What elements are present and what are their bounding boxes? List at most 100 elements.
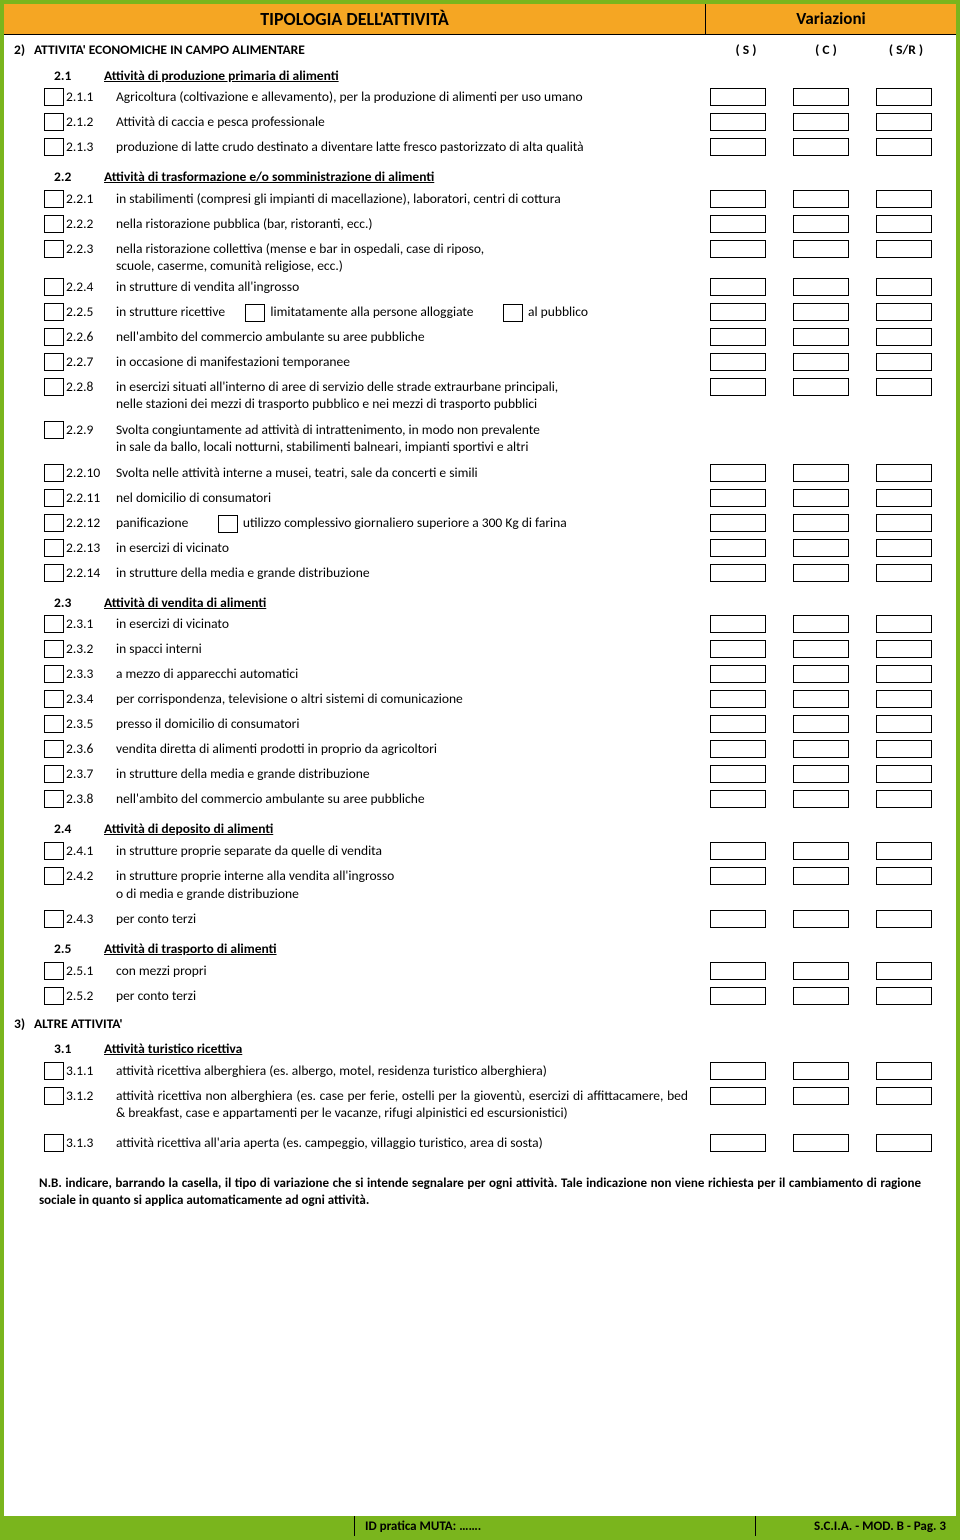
var-sr[interactable] xyxy=(876,378,932,396)
var-s[interactable] xyxy=(710,489,766,507)
var-sr[interactable] xyxy=(876,564,932,582)
var-c[interactable] xyxy=(793,615,849,633)
checkbox[interactable] xyxy=(44,715,64,733)
var-c[interactable] xyxy=(793,539,849,557)
var-s[interactable] xyxy=(710,539,766,557)
var-s[interactable] xyxy=(710,88,766,106)
var-sr[interactable] xyxy=(876,328,932,346)
var-s[interactable] xyxy=(710,328,766,346)
checkbox[interactable] xyxy=(44,215,64,233)
var-s[interactable] xyxy=(710,715,766,733)
checkbox[interactable] xyxy=(44,539,64,557)
var-sr[interactable] xyxy=(876,615,932,633)
var-sr[interactable] xyxy=(876,215,932,233)
var-c[interactable] xyxy=(793,378,849,396)
checkbox[interactable] xyxy=(44,790,64,808)
var-s[interactable] xyxy=(710,740,766,758)
var-sr[interactable] xyxy=(876,464,932,482)
var-c[interactable] xyxy=(793,328,849,346)
checkbox[interactable] xyxy=(44,1134,64,1152)
var-c[interactable] xyxy=(793,1062,849,1080)
var-c[interactable] xyxy=(793,842,849,860)
var-s[interactable] xyxy=(710,765,766,783)
var-s[interactable] xyxy=(710,464,766,482)
var-s[interactable] xyxy=(710,353,766,371)
var-sr[interactable] xyxy=(876,303,932,321)
checkbox[interactable] xyxy=(44,88,64,106)
var-c[interactable] xyxy=(793,690,849,708)
checkbox[interactable] xyxy=(44,615,64,633)
var-sr[interactable] xyxy=(876,790,932,808)
var-c[interactable] xyxy=(793,640,849,658)
var-c[interactable] xyxy=(793,1134,849,1152)
var-sr[interactable] xyxy=(876,665,932,683)
var-s[interactable] xyxy=(710,138,766,156)
checkbox-farina[interactable] xyxy=(218,515,238,533)
checkbox-pubblico[interactable] xyxy=(503,304,523,322)
var-s[interactable] xyxy=(710,690,766,708)
var-sr[interactable] xyxy=(876,353,932,371)
checkbox[interactable] xyxy=(44,690,64,708)
var-c[interactable] xyxy=(793,790,849,808)
var-c[interactable] xyxy=(793,740,849,758)
checkbox[interactable] xyxy=(44,190,64,208)
checkbox[interactable] xyxy=(44,1087,64,1105)
var-c[interactable] xyxy=(793,867,849,885)
var-sr[interactable] xyxy=(876,962,932,980)
var-c[interactable] xyxy=(793,665,849,683)
checkbox[interactable] xyxy=(44,378,64,396)
var-sr[interactable] xyxy=(876,1134,932,1152)
var-s[interactable] xyxy=(710,564,766,582)
var-c[interactable] xyxy=(793,1087,849,1105)
var-c[interactable] xyxy=(793,113,849,131)
var-s[interactable] xyxy=(710,987,766,1005)
var-s[interactable] xyxy=(710,190,766,208)
checkbox[interactable] xyxy=(44,867,64,885)
var-sr[interactable] xyxy=(876,910,932,928)
checkbox[interactable] xyxy=(44,962,64,980)
var-sr[interactable] xyxy=(876,514,932,532)
var-c[interactable] xyxy=(793,190,849,208)
var-s[interactable] xyxy=(710,665,766,683)
var-s[interactable] xyxy=(710,1087,766,1105)
var-c[interactable] xyxy=(793,514,849,532)
var-s[interactable] xyxy=(710,303,766,321)
var-sr[interactable] xyxy=(876,715,932,733)
var-s[interactable] xyxy=(710,790,766,808)
var-c[interactable] xyxy=(793,987,849,1005)
checkbox[interactable] xyxy=(44,564,64,582)
checkbox[interactable] xyxy=(44,421,64,439)
checkbox[interactable] xyxy=(44,640,64,658)
var-sr[interactable] xyxy=(876,113,932,131)
var-c[interactable] xyxy=(793,910,849,928)
checkbox[interactable] xyxy=(44,278,64,296)
checkbox[interactable] xyxy=(44,765,64,783)
checkbox[interactable] xyxy=(44,1062,64,1080)
var-sr[interactable] xyxy=(876,765,932,783)
checkbox[interactable] xyxy=(44,303,64,321)
var-sr[interactable] xyxy=(876,190,932,208)
var-s[interactable] xyxy=(710,278,766,296)
var-c[interactable] xyxy=(793,715,849,733)
var-c[interactable] xyxy=(793,215,849,233)
checkbox[interactable] xyxy=(44,842,64,860)
var-sr[interactable] xyxy=(876,539,932,557)
var-s[interactable] xyxy=(710,215,766,233)
var-s[interactable] xyxy=(710,514,766,532)
var-s[interactable] xyxy=(710,640,766,658)
checkbox[interactable] xyxy=(44,987,64,1005)
checkbox[interactable] xyxy=(44,910,64,928)
var-c[interactable] xyxy=(793,138,849,156)
var-s[interactable] xyxy=(710,615,766,633)
var-c[interactable] xyxy=(793,353,849,371)
var-c[interactable] xyxy=(793,240,849,258)
checkbox-limitatamente[interactable] xyxy=(245,304,265,322)
var-c[interactable] xyxy=(793,489,849,507)
var-sr[interactable] xyxy=(876,987,932,1005)
var-sr[interactable] xyxy=(876,842,932,860)
checkbox[interactable] xyxy=(44,353,64,371)
var-s[interactable] xyxy=(710,113,766,131)
var-c[interactable] xyxy=(793,464,849,482)
var-c[interactable] xyxy=(793,303,849,321)
var-sr[interactable] xyxy=(876,867,932,885)
